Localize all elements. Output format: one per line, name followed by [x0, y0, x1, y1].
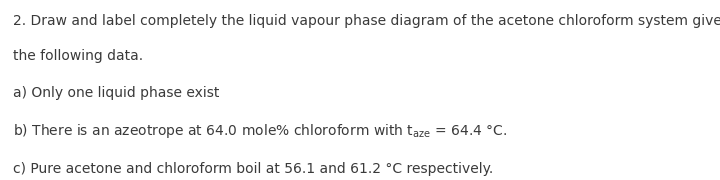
Text: a) Only one liquid phase exist: a) Only one liquid phase exist — [13, 86, 220, 100]
Text: b) There is an azeotrope at 64.0 mole% chloroform with t$_{\mathregular{aze}}$ =: b) There is an azeotrope at 64.0 mole% c… — [13, 122, 507, 140]
Text: 2. Draw and label completely the liquid vapour phase diagram of the acetone chlo: 2. Draw and label completely the liquid … — [13, 14, 720, 28]
Text: the following data.: the following data. — [13, 49, 143, 63]
Text: c) Pure acetone and chloroform boil at 56.1 and 61.2 °C respectively.: c) Pure acetone and chloroform boil at 5… — [13, 162, 493, 176]
